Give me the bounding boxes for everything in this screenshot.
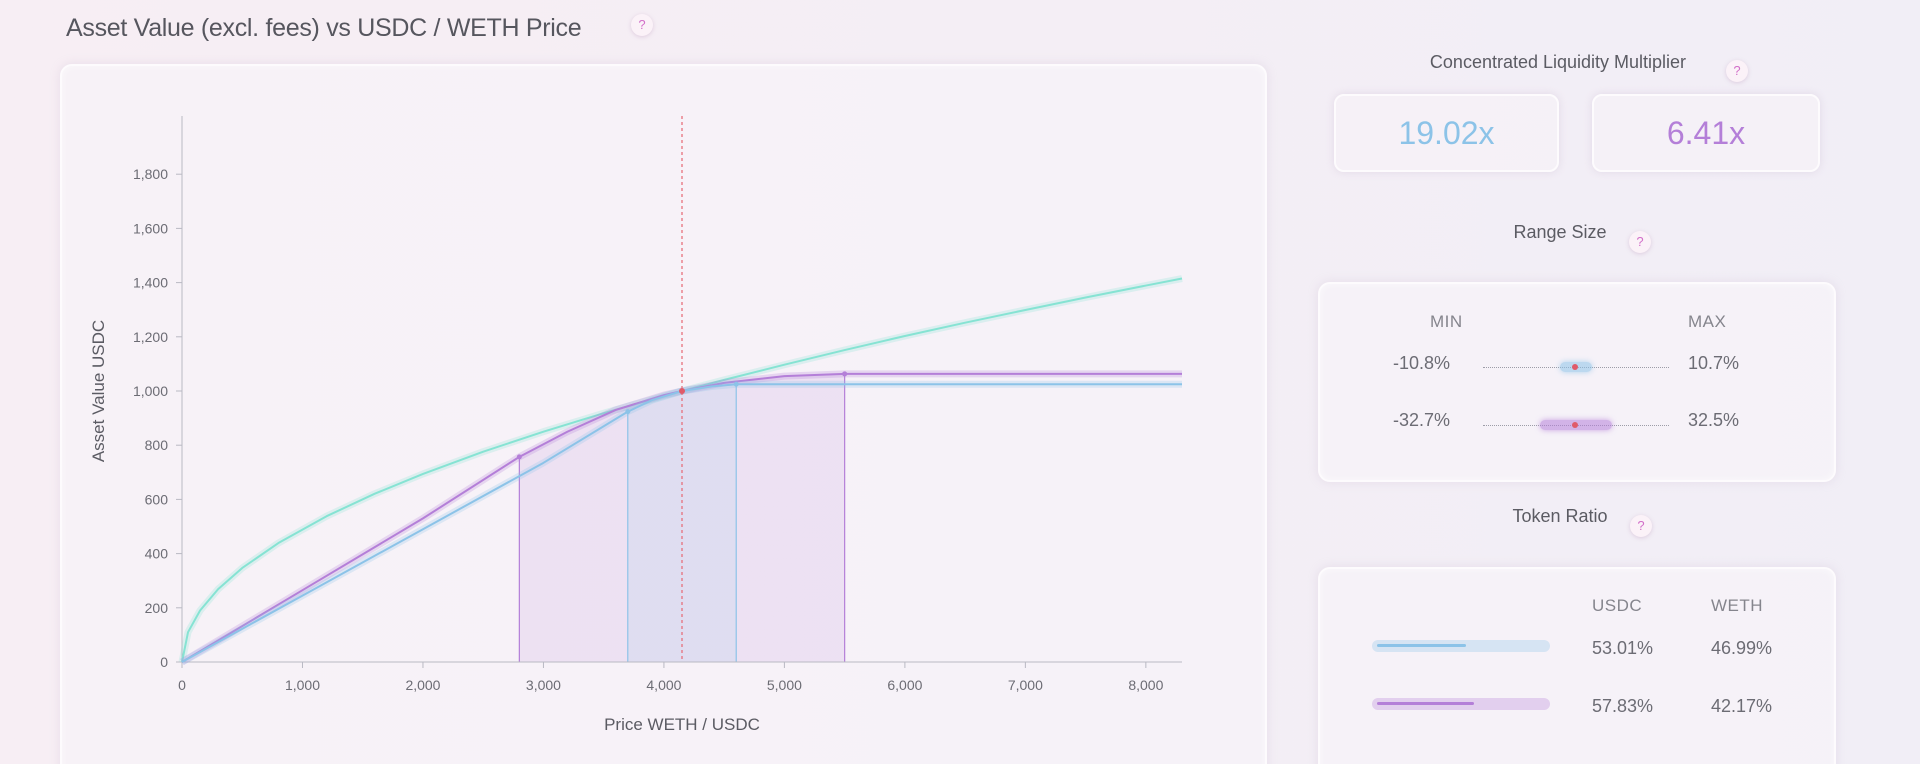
range-area-2 [627, 384, 737, 662]
series-line-1 [181, 277, 1183, 663]
range-point-3-2 [733, 381, 739, 387]
y-tick-label: 1,400 [133, 275, 168, 291]
x-tick-label: 4,000 [646, 677, 681, 693]
page-title: Asset Value (excl. fees) vs USDC / WETH … [66, 14, 582, 42]
x-tick-label: 2,000 [405, 677, 440, 693]
x-tick-label: 7,000 [1008, 677, 1043, 693]
y-axis-label: Asset Value USDC [89, 320, 108, 462]
token-ratio-bar-2 [1372, 698, 1550, 710]
multiplier-value-2: 6.41x [1592, 94, 1820, 172]
x-tick-label: 6,000 [887, 677, 922, 693]
ratio-weth-value-1: 46.99% [1711, 638, 1773, 658]
x-axis-label: Price WETH / USDC [604, 715, 760, 734]
ratio-usdc-value-2: 57.83% [1592, 696, 1654, 716]
current-price-point [679, 388, 685, 394]
x-tick-label: 0 [178, 677, 186, 693]
y-tick-label: 600 [145, 491, 169, 507]
ratio-weth-value-2: 42.17% [1711, 696, 1773, 716]
range-point-2-2 [842, 371, 848, 377]
range-max-header: MAX [1688, 312, 1727, 331]
range-max-value-1: 10.7% [1688, 353, 1740, 373]
y-tick-label: 800 [145, 437, 169, 453]
token-ratio-bar-1 [1372, 640, 1550, 652]
x-tick-label: 3,000 [526, 677, 561, 693]
ratio-weth-header: WETH [1711, 596, 1764, 615]
y-tick-label: 200 [145, 600, 169, 616]
x-tick-label: 8,000 [1128, 677, 1163, 693]
y-tick-label: 1,600 [133, 220, 168, 236]
y-tick-label: 1,800 [133, 166, 168, 182]
range-max-value-2: 32.5% [1688, 410, 1740, 430]
y-tick-label: 1,200 [133, 329, 168, 345]
range-size-title: Range Size [1513, 222, 1607, 242]
range-min-value-1: -10.8% [1393, 353, 1451, 373]
range-size-card: MIN MAX -10.8% 10.7% -32.7% 32.5% [1318, 282, 1836, 482]
range-area-1 [519, 373, 845, 662]
chart-card: 0 200 400 600 800 1,000 1,200 1,400 1,600 1,800 0 1… [60, 64, 1267, 764]
range-min-header: MIN [1430, 312, 1463, 331]
token-ratio-fill-1 [1377, 644, 1467, 647]
range-point-2-1 [516, 454, 522, 460]
range-min-value-2: -32.7% [1393, 410, 1451, 430]
current-price-marker-1 [1572, 364, 1578, 370]
token-ratio-fill-2 [1377, 702, 1475, 705]
token-ratio-help-icon[interactable]: ? [1630, 515, 1652, 537]
token-ratio-card: USDC WETH 53.01% 46.99% 57.83% 42.17% [1318, 567, 1836, 764]
token-ratio-title: Token Ratio [1512, 506, 1608, 526]
asset-value-chart: 0 200 400 600 800 1,000 1,200 1,400 1,600 1,800 0 1… [89, 116, 1183, 734]
ratio-usdc-header: USDC [1592, 596, 1643, 615]
current-price-marker-2 [1572, 422, 1578, 428]
x-tick-label: 1,000 [285, 677, 320, 693]
ratio-usdc-value-1: 53.01% [1592, 638, 1654, 658]
y-tick-label: 400 [145, 546, 169, 562]
x-tick-label: 5,000 [767, 677, 802, 693]
chart-help-icon[interactable]: ? [631, 14, 653, 36]
y-tick-label: 1,000 [133, 383, 168, 399]
y-tick-label: 0 [160, 654, 168, 670]
range-size-help-icon[interactable]: ? [1629, 231, 1651, 253]
multiplier-title: Concentrated Liquidity Multiplier [1429, 52, 1687, 72]
multiplier-value-1: 19.02x [1334, 94, 1559, 172]
range-point-3-1 [625, 409, 631, 415]
multiplier-help-icon[interactable]: ? [1726, 60, 1748, 82]
